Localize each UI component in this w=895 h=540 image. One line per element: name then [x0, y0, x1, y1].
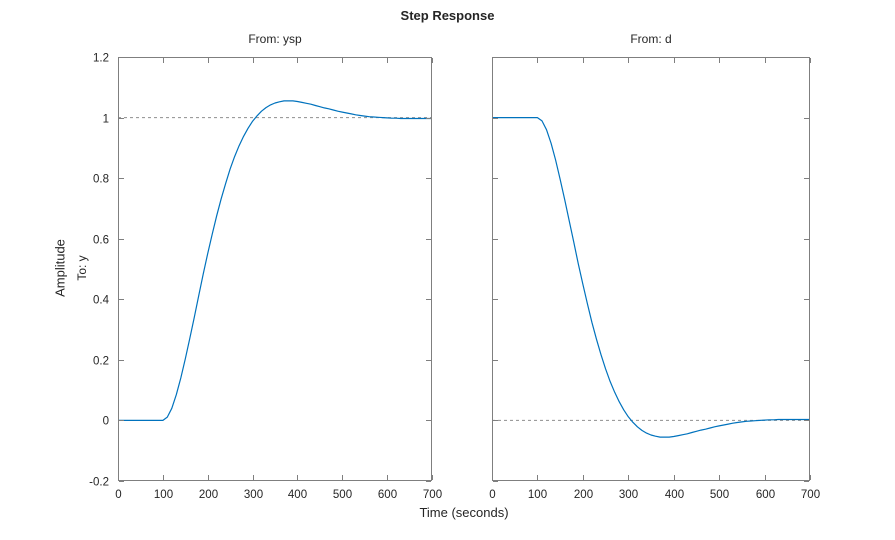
- y-tick-label: 0: [103, 416, 109, 428]
- plot-background: [118, 57, 432, 481]
- subplot-title-from-ysp: From: ysp: [248, 32, 302, 46]
- x-tick-label: 200: [199, 489, 218, 501]
- x-tick-label: 300: [619, 489, 638, 501]
- y-tick-label: -0.2: [89, 477, 109, 489]
- x-tick-label: 600: [756, 489, 775, 501]
- axes-box: [118, 57, 432, 481]
- x-axis-label: Time (seconds): [419, 505, 509, 520]
- response-curve: [118, 100, 432, 421]
- x-tick-label: 100: [154, 489, 173, 501]
- subplot-title-from-d: From: d: [630, 32, 672, 46]
- response-curve: [492, 116, 810, 438]
- x-tick-label: 500: [333, 489, 352, 501]
- x-tick-label: 100: [528, 489, 547, 501]
- x-tick-label: 700: [801, 489, 820, 501]
- x-tick-label: 200: [574, 489, 593, 501]
- y-tick-label: 1: [103, 114, 109, 126]
- axes-box: [492, 57, 810, 481]
- x-tick-label: 400: [665, 489, 684, 501]
- x-tick-label: 300: [244, 489, 263, 501]
- x-tick-label: 0: [115, 489, 121, 501]
- y-tick-label: 0.2: [93, 356, 109, 368]
- plot-background: [492, 57, 810, 481]
- y-tick-label: 1.2: [93, 53, 109, 65]
- y-axis-label-to-y: To: y: [75, 255, 89, 281]
- y-tick-label: 0.4: [93, 295, 110, 307]
- x-tick-label: 500: [710, 489, 729, 501]
- y-tick-label: 0.6: [93, 235, 109, 247]
- plot-area-from-ysp: 0 100 200 300 400 500 600 700 -0.2 0 0.2 0.4 0.6 0.8 1…: [89, 53, 442, 502]
- plot-area-from-d: 0 100 200 300 400 500 600 700: [489, 57, 820, 501]
- x-tick-label: 400: [288, 489, 307, 501]
- figure-title: Step Response: [400, 8, 495, 23]
- x-tick-label: 600: [378, 489, 397, 501]
- x-tick-label: 0: [489, 489, 495, 501]
- x-tick-label: 700: [423, 489, 442, 501]
- y-axis-label-amplitude: Amplitude: [52, 239, 68, 297]
- y-tick-label: 0.8: [93, 174, 109, 186]
